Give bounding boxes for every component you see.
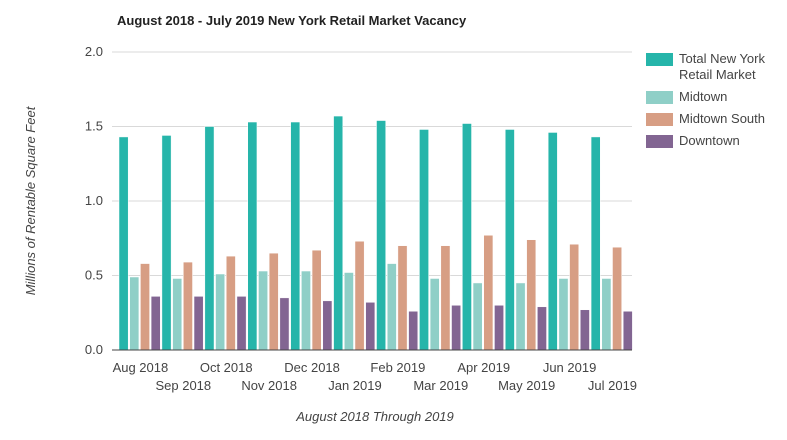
x-tick-label: Feb 2019 bbox=[370, 360, 425, 375]
bar-total-new-york-retail-market[interactable] bbox=[590, 136, 601, 351]
bar-total-new-york-retail-market[interactable] bbox=[505, 129, 515, 351]
bar-total-new-york-retail-market[interactable] bbox=[462, 123, 472, 351]
bar-midtown-south[interactable] bbox=[569, 243, 580, 351]
bar-midtown[interactable] bbox=[172, 278, 183, 351]
legend-label: Midtown South bbox=[679, 111, 765, 126]
bar-midtown-south[interactable] bbox=[183, 261, 193, 351]
legend: Total New York Retail Market Midtown Midto… bbox=[646, 51, 779, 155]
bar-midtown[interactable] bbox=[215, 273, 225, 351]
bar-midtown[interactable] bbox=[129, 276, 140, 351]
bar-downtown[interactable] bbox=[150, 296, 161, 351]
bar-midtown-south[interactable] bbox=[311, 249, 322, 351]
bar-total-new-york-retail-market[interactable] bbox=[333, 115, 344, 351]
bar-midtown[interactable] bbox=[472, 282, 483, 351]
legend-item[interactable]: Midtown South bbox=[646, 111, 779, 127]
legend-swatch bbox=[646, 135, 673, 148]
bar-downtown[interactable] bbox=[494, 305, 504, 351]
x-tick-label: Oct 2018 bbox=[200, 360, 253, 375]
legend-swatch bbox=[646, 53, 673, 66]
bar-downtown[interactable] bbox=[236, 296, 247, 351]
legend-label: Downtown bbox=[679, 133, 740, 148]
y-tick-label: 0.5 bbox=[85, 268, 103, 283]
x-tick-label: Apr 2019 bbox=[457, 360, 510, 375]
bar-midtown[interactable] bbox=[601, 278, 612, 351]
legend-item[interactable]: Total New York Retail Market bbox=[646, 51, 779, 83]
bar-total-new-york-retail-market[interactable] bbox=[247, 121, 258, 351]
x-tick-label: Sep 2018 bbox=[155, 378, 211, 393]
bar-midtown-south[interactable] bbox=[612, 246, 622, 351]
bar-total-new-york-retail-market[interactable] bbox=[161, 135, 172, 351]
bar-midtown-south[interactable] bbox=[354, 240, 365, 351]
bar-total-new-york-retail-market[interactable] bbox=[290, 121, 301, 351]
bar-midtown-south[interactable] bbox=[140, 263, 150, 351]
bar-total-new-york-retail-market[interactable] bbox=[118, 136, 129, 351]
legend-swatch bbox=[646, 113, 673, 126]
x-tick-label: Mar 2019 bbox=[413, 378, 468, 393]
bar-downtown[interactable] bbox=[622, 311, 633, 351]
x-tick-label: Nov 2018 bbox=[241, 378, 297, 393]
x-tick-label: Dec 2018 bbox=[284, 360, 340, 375]
bar-midtown-south[interactable] bbox=[483, 235, 494, 351]
y-tick-label: 2.0 bbox=[85, 44, 103, 59]
bar-downtown[interactable] bbox=[322, 300, 333, 351]
bar-midtown-south[interactable] bbox=[268, 252, 279, 351]
bar-midtown[interactable] bbox=[301, 270, 311, 351]
x-tick-label: May 2019 bbox=[498, 378, 555, 393]
bar-downtown[interactable] bbox=[365, 302, 376, 351]
y-tick-label: 1.0 bbox=[85, 193, 103, 208]
bar-total-new-york-retail-market[interactable] bbox=[376, 120, 386, 351]
bar-midtown[interactable] bbox=[558, 278, 569, 351]
bar-midtown[interactable] bbox=[344, 272, 354, 351]
bar-midtown-south[interactable] bbox=[440, 245, 451, 351]
x-tick-label: Aug 2018 bbox=[113, 360, 169, 375]
y-axis-label: Millions of Rentable Square Feet bbox=[23, 105, 38, 295]
bar-total-new-york-retail-market[interactable] bbox=[204, 126, 215, 351]
y-tick-label: 0.0 bbox=[85, 342, 103, 357]
bar-midtown-south[interactable] bbox=[526, 239, 537, 351]
x-tick-label: Jul 2019 bbox=[588, 378, 637, 393]
x-axis-label: August 2018 Through 2019 bbox=[295, 409, 454, 424]
bar-midtown-south[interactable] bbox=[397, 245, 408, 351]
legend-swatch bbox=[646, 91, 673, 104]
chart-title: August 2018 - July 2019 New York Retail … bbox=[117, 13, 467, 28]
bar-total-new-york-retail-market[interactable] bbox=[419, 129, 429, 351]
bar-midtown[interactable] bbox=[258, 270, 268, 351]
legend-label: Total New York Retail Market bbox=[679, 51, 765, 82]
bar-midtown[interactable] bbox=[429, 278, 440, 351]
bar-downtown[interactable] bbox=[279, 297, 290, 351]
bar-midtown[interactable] bbox=[515, 282, 526, 351]
bar-downtown[interactable] bbox=[580, 309, 590, 351]
bar-downtown[interactable] bbox=[193, 296, 204, 351]
x-tick-label: Jan 2019 bbox=[328, 378, 382, 393]
y-tick-label: 1.5 bbox=[85, 119, 103, 134]
bar-total-new-york-retail-market[interactable] bbox=[547, 132, 558, 351]
bar-midtown[interactable] bbox=[386, 263, 397, 351]
legend-item[interactable]: Midtown bbox=[646, 89, 779, 105]
bar-downtown[interactable] bbox=[408, 311, 419, 351]
x-tick-label: Jun 2019 bbox=[543, 360, 597, 375]
bar-downtown[interactable] bbox=[537, 306, 547, 351]
bar-downtown[interactable] bbox=[451, 305, 461, 351]
legend-label: Midtown bbox=[679, 89, 728, 104]
bar-midtown-south[interactable] bbox=[225, 255, 236, 351]
legend-item[interactable]: Downtown bbox=[646, 133, 779, 149]
